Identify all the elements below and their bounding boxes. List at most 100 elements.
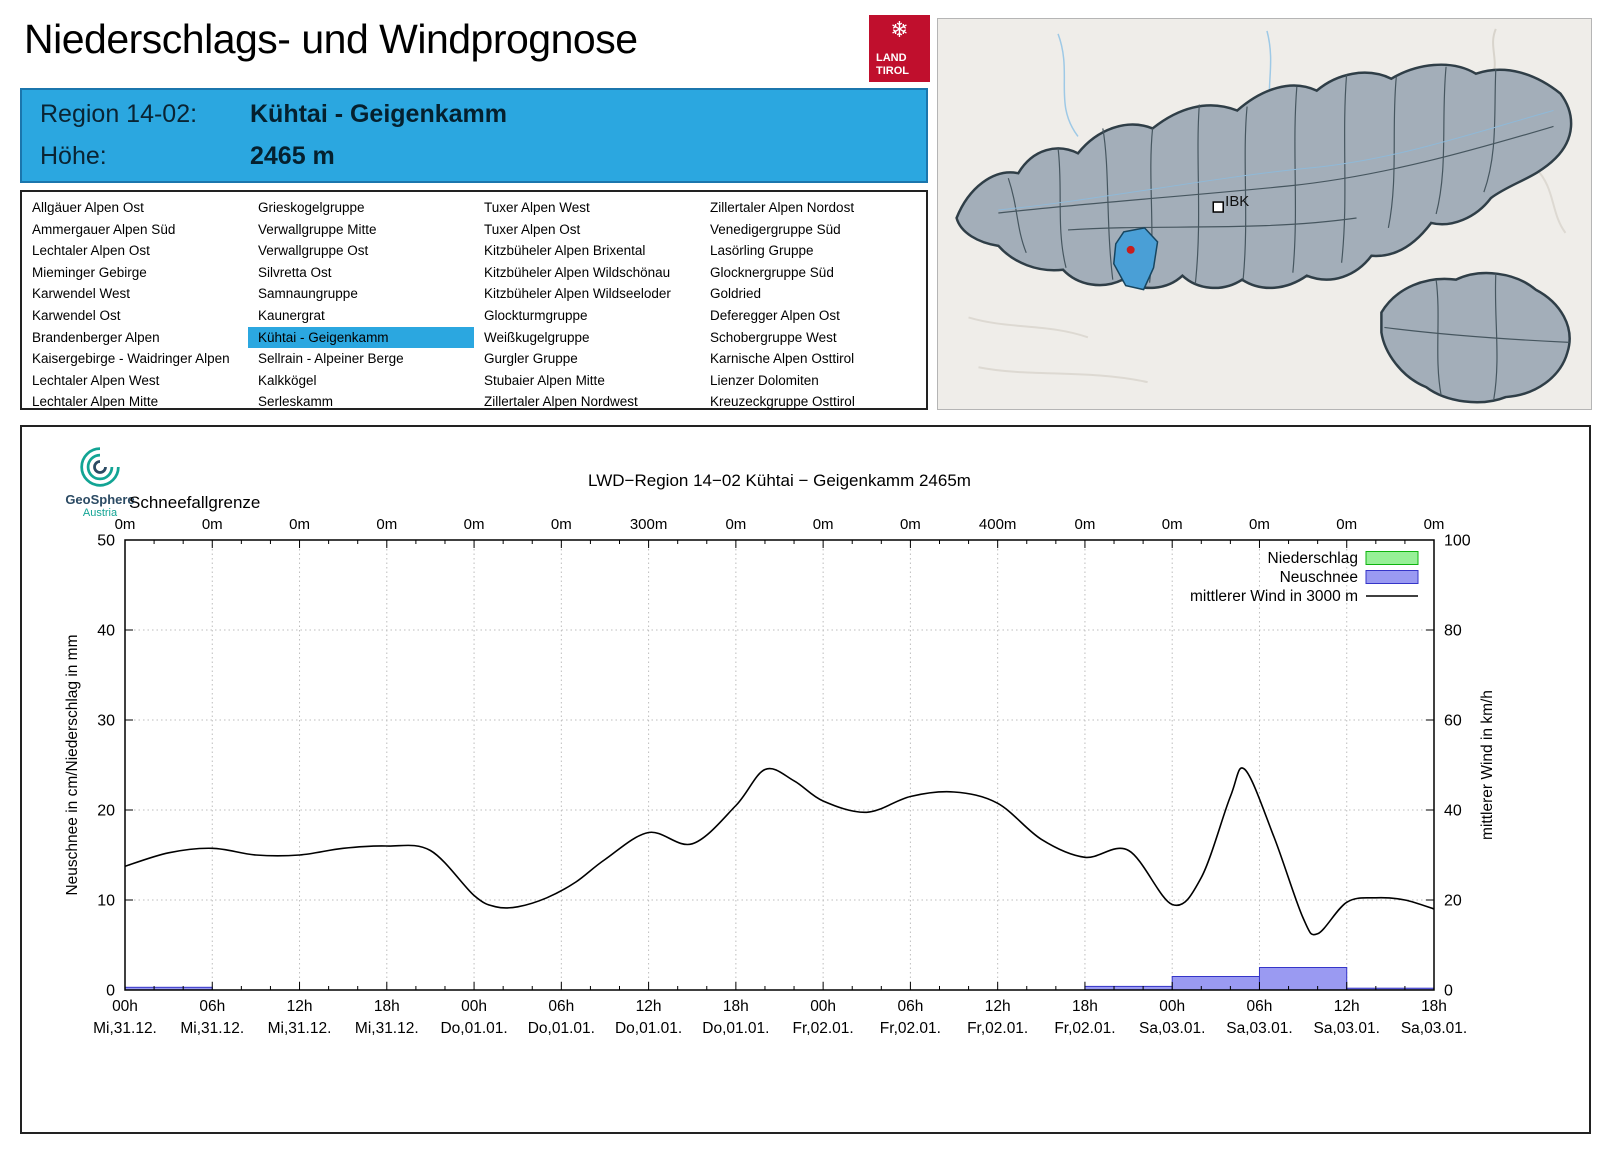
svg-text:Do,01.01.: Do,01.01.	[702, 1020, 769, 1037]
region-list-item[interactable]: Zillertaler Alpen Nordwest	[484, 394, 638, 410]
svg-text:0m: 0m	[1162, 516, 1183, 533]
svg-text:0m: 0m	[725, 516, 746, 533]
region-list-item[interactable]: Kalkkögel	[258, 372, 317, 388]
region-list-item[interactable]: Sellrain - Alpeiner Berge	[258, 351, 404, 367]
svg-text:Neuschnee: Neuschnee	[1280, 569, 1358, 586]
region-header: Region 14-02: Kühtai - Geigenkamm Höhe: 24…	[20, 88, 928, 183]
svg-text:18h: 18h	[1421, 998, 1447, 1015]
region-list-item[interactable]: Stubaier Alpen Mitte	[484, 372, 605, 388]
region-list-column: Tuxer Alpen West Tuxer Alpen Ost Kitzbühel…	[474, 197, 700, 413]
svg-text:18h: 18h	[1072, 998, 1098, 1015]
svg-text:Sa,03.01.: Sa,03.01.	[1314, 1020, 1380, 1037]
region-list-item[interactable]: Lasörling Gruppe	[710, 243, 814, 259]
region-list-item[interactable]: Allgäuer Alpen Ost	[32, 200, 144, 215]
region-list-item[interactable]: Karnische Alpen Osttirol	[710, 351, 855, 367]
region-list-item[interactable]: Karwendel West	[32, 286, 131, 302]
altitude-value: 2465 m	[250, 142, 335, 170]
svg-text:0m: 0m	[551, 516, 572, 533]
svg-text:mittlerer Wind in 3000 m: mittlerer Wind in 3000 m	[1190, 588, 1358, 605]
region-list-item[interactable]: Lechtaler Alpen West	[32, 372, 160, 388]
svg-text:40: 40	[97, 623, 115, 640]
region-list-item[interactable]: Grieskogelgruppe	[258, 200, 365, 215]
svg-text:18h: 18h	[723, 998, 749, 1015]
svg-text:10: 10	[97, 893, 115, 910]
svg-text:0: 0	[1444, 983, 1453, 1000]
region-list-item[interactable]: Verwallgruppe Mitte	[258, 221, 377, 237]
selected-region-shape[interactable]	[1113, 227, 1159, 291]
east-tirol-shape[interactable]	[1380, 271, 1571, 404]
region-list-item[interactable]: Glockturmgruppe	[484, 307, 588, 323]
svg-text:60: 60	[1444, 713, 1462, 730]
region-list-column: Grieskogelgruppe Verwallgruppe Mitte Verwa…	[248, 197, 474, 413]
region-list-item[interactable]: Ammergauer Alpen Süd	[32, 221, 176, 237]
svg-text:0m: 0m	[813, 516, 834, 533]
region-list-item[interactable]: Kaisergebirge - Waidringer Alpen	[32, 351, 230, 367]
y-axis-right: 0 20 40 60 80 100 mittlerer Wind in km/h	[1426, 533, 1496, 1000]
region-list-item[interactable]: Serleskamm	[258, 394, 334, 410]
region-list-item[interactable]: Kreuzeckgruppe Osttirol	[710, 394, 855, 410]
forecast-chart: 00h Mi,31.12. 06h Mi,31.12. 12h Mi,31.12. 18h M…	[64, 516, 1496, 1037]
east-tirol-borders	[1384, 273, 1570, 400]
chart-title: LWD−Region 14−02 Kühtai − Geigenkamm 246…	[588, 471, 971, 490]
region-list-item[interactable]: Schobergruppe West	[710, 329, 837, 345]
land-tirol-logo-text: LAND TIROL	[876, 52, 909, 77]
svg-text:Mi,31.12.: Mi,31.12.	[93, 1020, 157, 1037]
svg-text:12h: 12h	[636, 998, 662, 1015]
region-list-item[interactable]: Deferegger Alpen Ost	[710, 307, 840, 323]
region-list-item[interactable]: Kitzbüheler Alpen Brixental	[484, 243, 646, 259]
svg-text:06h: 06h	[548, 998, 574, 1015]
svg-text:100: 100	[1444, 533, 1471, 550]
land-tirol-logo: ❄ LAND TIROL	[869, 15, 930, 82]
region-list-item[interactable]: Lechtaler Alpen Mitte	[32, 394, 159, 410]
geosphere-swirl-icon	[80, 447, 120, 487]
region-list-item[interactable]: Brandenberger Alpen	[32, 329, 160, 345]
region-list-item-selected[interactable]: Kühtai - Geigenkamm	[248, 326, 474, 349]
svg-text:Do,01.01.: Do,01.01.	[528, 1020, 595, 1037]
region-list-item[interactable]: Lechtaler Alpen Ost	[32, 243, 150, 259]
region-list-item[interactable]: Zillertaler Alpen Nordost	[710, 200, 855, 215]
forecast-chart-panel: GeoSphere Austria LWD−Region 14−02 Kühta…	[20, 425, 1591, 1134]
svg-text:Fr,02.01.: Fr,02.01.	[1054, 1020, 1115, 1037]
region-list-item[interactable]: Tuxer Alpen West	[484, 200, 590, 215]
tirol-region-map[interactable]: IBK	[937, 18, 1592, 410]
region-list-item[interactable]: Venedigergruppe Süd	[710, 221, 841, 237]
region-list-item[interactable]: Mieminger Gebirge	[32, 264, 147, 280]
region-list-item[interactable]: Glocknergruppe Süd	[710, 264, 834, 280]
region-list-item[interactable]: Gurgler Gruppe	[484, 351, 578, 367]
station-dot	[1126, 245, 1135, 254]
region-list-item[interactable]: Kaunergrat	[258, 307, 325, 323]
svg-text:50: 50	[97, 533, 115, 550]
region-list-item[interactable]: Verwallgruppe Ost	[258, 243, 369, 259]
svg-text:300m: 300m	[630, 516, 668, 533]
region-list-item[interactable]: Goldried	[710, 286, 762, 302]
svg-text:Do,01.01.: Do,01.01.	[615, 1020, 682, 1037]
ibk-marker	[1212, 201, 1224, 213]
svg-text:Fr,02.01.: Fr,02.01.	[793, 1020, 854, 1037]
region-list-item[interactable]: Kitzbüheler Alpen Wildschönau	[484, 264, 671, 280]
region-list-item[interactable]: Weißkugelgruppe	[484, 329, 590, 345]
svg-text:20: 20	[1444, 893, 1462, 910]
region-list-item[interactable]: Karwendel Ost	[32, 307, 121, 323]
svg-text:12h: 12h	[287, 998, 313, 1015]
region-list-item[interactable]: Lienzer Dolomiten	[710, 372, 819, 388]
grid	[125, 540, 1434, 990]
inn-river-line	[998, 110, 1554, 211]
region-list-item[interactable]: Tuxer Alpen Ost	[484, 221, 581, 237]
region-list-item[interactable]: Samnaungruppe	[258, 286, 358, 302]
region-list-item[interactable]: Silvretta Ost	[258, 264, 332, 280]
wind-line	[124, 767, 1435, 936]
svg-text:0m: 0m	[1249, 516, 1270, 533]
snowflake-icon: ❄	[890, 17, 909, 42]
svg-text:Sa,03.01.: Sa,03.01.	[1401, 1020, 1467, 1037]
svg-text:Mi,31.12.: Mi,31.12.	[355, 1020, 419, 1037]
svg-text:18h: 18h	[374, 998, 400, 1015]
svg-text:Mi,31.12.: Mi,31.12.	[268, 1020, 332, 1037]
svg-text:Do,01.01.: Do,01.01.	[440, 1020, 507, 1037]
page-title: Niederschlags- und Windprognose	[24, 16, 638, 62]
svg-text:00h: 00h	[810, 998, 836, 1015]
terrain-line	[968, 316, 1148, 384]
svg-text:00h: 00h	[461, 998, 487, 1015]
region-list-item[interactable]: Kitzbüheler Alpen Wildseeloder	[484, 286, 671, 302]
svg-text:Fr,02.01.: Fr,02.01.	[967, 1020, 1028, 1037]
